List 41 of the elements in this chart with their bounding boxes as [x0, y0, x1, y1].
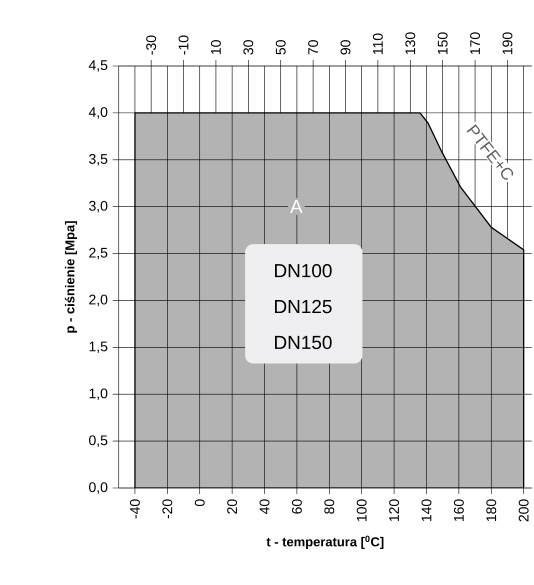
y-tick-label: 1,5 — [90, 342, 108, 354]
y-tick-label: 1,0 — [90, 388, 108, 400]
y-tick-label: 2,5 — [89, 248, 108, 260]
x-axis-title: t - temperatura [$^{0}$C] — [266, 536, 384, 549]
y-tick-label: 0,5 — [89, 435, 108, 447]
x-tick-label: 80 — [324, 499, 334, 514]
x-tick-label: 120 — [389, 499, 400, 522]
y-axis-title: p - ciśnienie [Mpa] — [64, 221, 78, 333]
x2-tick-label: 110 — [373, 33, 383, 54]
x2-tick-label: 70 — [308, 40, 318, 54]
x2-tick-label: 10 — [211, 40, 221, 54]
annotation: DN150 — [275, 336, 332, 350]
x-tick-label: 100 — [356, 499, 367, 522]
x-tick-label: 180 — [486, 499, 496, 522]
x2-tick-label: 90 — [340, 40, 351, 54]
y-tick-label: 3,5 — [89, 154, 108, 166]
x-tick-label: -40 — [130, 499, 140, 518]
x2-tick-label: 130 — [405, 32, 416, 54]
x-tick-label: 0 — [194, 499, 205, 506]
annotation: DN125 — [275, 300, 332, 314]
x2-tick-label: 30 — [244, 40, 254, 55]
x-tick-label: 60 — [292, 499, 302, 514]
annotation: A — [290, 200, 303, 214]
x-tick-label: 200 — [518, 499, 529, 522]
x-tick-label: -20 — [162, 499, 172, 518]
x2-tick-label: 50 — [276, 40, 286, 55]
x2-tick-label: 150 — [438, 32, 448, 54]
x-tick-label: 140 — [422, 499, 432, 522]
y-tick-label: 2,0 — [89, 294, 108, 306]
y-tick-label: 4,5 — [88, 60, 108, 72]
x2-tick-label: 170 — [470, 32, 480, 54]
y-tick-label: 4,0 — [88, 107, 108, 119]
y-tick-label: 0,0 — [89, 482, 108, 494]
x-tick-label: 20 — [227, 499, 238, 514]
annotation: DN100 — [275, 264, 332, 278]
x2-tick-label: 190 — [502, 32, 513, 54]
x-tick-label: 160 — [454, 499, 464, 522]
x2-tick-label: -30 — [146, 36, 156, 55]
x2-tick-label: -10 — [178, 36, 189, 55]
x-tick-label: 40 — [260, 499, 270, 514]
y-tick-label: 3,0 — [89, 200, 108, 212]
